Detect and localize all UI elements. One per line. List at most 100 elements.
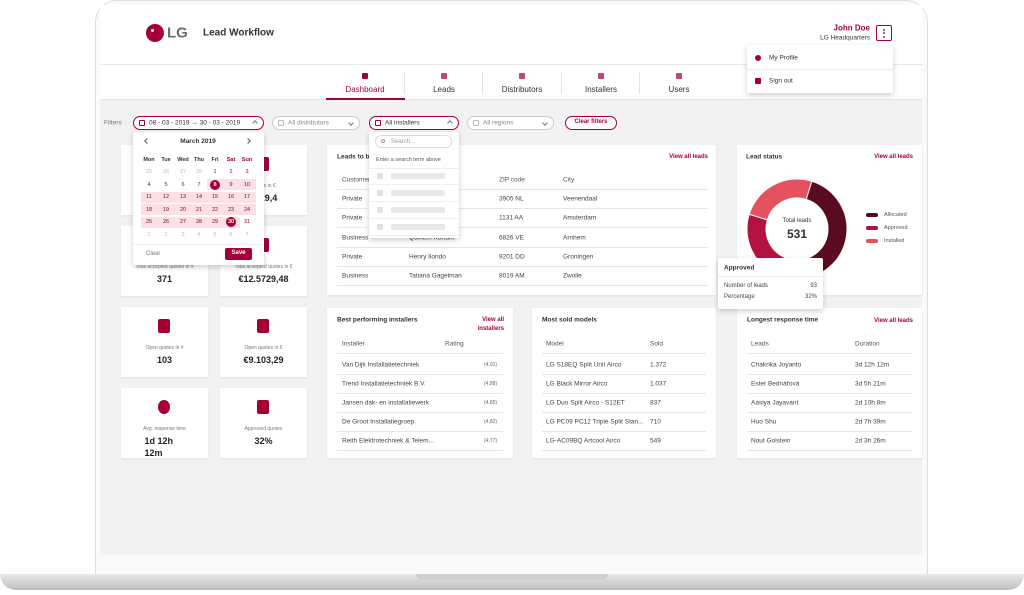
placeholder-bar xyxy=(391,224,445,230)
cell: Private xyxy=(342,253,363,261)
filter-pill[interactable] xyxy=(272,116,360,130)
row-line xyxy=(747,393,912,394)
cell: Veenendaal xyxy=(563,195,598,203)
save-text[interactable]: Save xyxy=(231,250,246,256)
card-link[interactable]: View all leads xyxy=(874,154,913,160)
placeholder-checkbox xyxy=(377,207,383,213)
calendar-day[interactable]: 28 xyxy=(195,169,203,175)
calendar-day[interactable]: 19 xyxy=(162,206,170,213)
cell: 2d 3h 26m xyxy=(855,437,886,445)
cell: Jansen dak- en installatiewerk xyxy=(342,399,430,407)
calendar-day[interactable]: 5 xyxy=(213,232,217,238)
kpi-value-wrap: €12.5729,48 xyxy=(220,273,307,285)
row-line xyxy=(337,208,708,209)
range-highlight xyxy=(222,191,240,203)
clear-filters-text[interactable]: Clear filters xyxy=(574,119,608,125)
calendar-day[interactable]: 25 xyxy=(145,169,153,175)
nav-tab[interactable]: Dashboard xyxy=(345,85,385,94)
cell: 1131 AA xyxy=(499,214,524,222)
row-line xyxy=(542,393,706,394)
calendar-day[interactable]: 3 xyxy=(245,169,249,175)
save-button[interactable] xyxy=(225,248,252,260)
logo-eye xyxy=(151,29,154,32)
row-line xyxy=(337,285,708,287)
card-link[interactable]: View all installers xyxy=(477,317,504,332)
weekday: Tue xyxy=(161,157,171,163)
calendar-day[interactable]: 4 xyxy=(197,232,201,238)
column-header: Sold xyxy=(650,340,664,348)
calendar-day[interactable]: 6 xyxy=(229,232,233,238)
calendar-day[interactable]: 23 xyxy=(227,206,235,213)
calendar-day[interactable]: 24 xyxy=(243,206,251,213)
calendar-day[interactable]: 29 xyxy=(211,219,219,226)
calendar-day[interactable]: 9 xyxy=(229,181,233,188)
calendar-day[interactable]: 4 xyxy=(147,181,151,188)
calendar-day[interactable]: 7 xyxy=(245,232,249,238)
calendar-day[interactable]: 20 xyxy=(179,206,187,213)
calendar-day[interactable]: 12 xyxy=(162,194,170,201)
kpi-value: 1d 12h 12m xyxy=(144,436,174,458)
range-highlight xyxy=(238,191,256,203)
pill-icon xyxy=(278,120,284,126)
calendar-day[interactable]: 25 xyxy=(145,219,153,226)
calendar-day[interactable]: 8 xyxy=(213,181,217,188)
calendar-day[interactable]: 17 xyxy=(243,194,251,201)
calendar-day[interactable]: 11 xyxy=(146,194,152,201)
row-line xyxy=(542,450,706,451)
range-highlight xyxy=(140,204,158,216)
nav-tab[interactable]: Leads xyxy=(433,85,455,94)
menu-item[interactable]: My Profile xyxy=(769,54,798,62)
calendar-day[interactable]: 2 xyxy=(229,169,233,175)
filter-pill[interactable] xyxy=(467,116,554,130)
calendar-day[interactable]: 28 xyxy=(195,219,203,226)
calendar-day[interactable]: 30 xyxy=(227,219,235,226)
menu-item[interactable]: Sign out xyxy=(769,77,793,85)
cell: (4,85) xyxy=(484,400,498,406)
cell: (4,88) xyxy=(484,381,498,387)
weekday: Thu xyxy=(193,157,205,163)
calendar-month: March 2019 xyxy=(180,138,216,145)
card-link[interactable]: View all leads xyxy=(669,154,708,160)
nav-tab[interactable]: Installers xyxy=(584,85,617,94)
row-line xyxy=(542,374,706,375)
card-title: Best performing installers xyxy=(337,316,418,324)
calendar-day[interactable]: 26 xyxy=(162,219,170,226)
kpi-label: Approved quotes xyxy=(244,426,283,432)
calendar-day[interactable]: 31 xyxy=(243,219,251,226)
calendar-day[interactable]: 1 xyxy=(213,169,217,175)
calendar-day[interactable]: 14 xyxy=(195,194,203,201)
calendar-day[interactable]: 6 xyxy=(181,181,185,188)
calendar-day[interactable]: 13 xyxy=(179,194,187,201)
nav-tab[interactable]: Users xyxy=(668,85,690,94)
calendar-day[interactable]: 16 xyxy=(227,194,235,201)
card-title: Leads to b xyxy=(337,153,370,161)
calendar-day[interactable]: 18 xyxy=(145,206,153,213)
placeholder-bar xyxy=(391,190,445,196)
cell: Aasiya Jayavant xyxy=(751,399,799,407)
nav-tab[interactable]: Distributors xyxy=(501,85,543,94)
calendar-day[interactable]: 10 xyxy=(243,181,251,188)
calendar-day[interactable]: 2 xyxy=(164,232,168,238)
calendar-day[interactable]: 3 xyxy=(181,232,185,238)
calendar-day[interactable]: 5 xyxy=(164,181,168,188)
row-line xyxy=(542,412,706,413)
card-link[interactable]: View all leads xyxy=(874,318,913,324)
kpi-icon xyxy=(257,400,269,414)
calendar-day[interactable]: 27 xyxy=(179,219,187,226)
calendar-day[interactable]: 15 xyxy=(211,194,219,201)
calendar-day[interactable]: 7 xyxy=(197,181,201,188)
clear-filters[interactable] xyxy=(565,116,617,130)
calendar-day[interactable]: 1 xyxy=(147,232,151,238)
search-input[interactable] xyxy=(375,135,452,148)
calendar-day[interactable]: 27 xyxy=(179,169,187,175)
calendar-clear[interactable]: Clear xyxy=(146,251,161,257)
filter-pill[interactable] xyxy=(133,116,264,130)
calendar-day[interactable]: 26 xyxy=(162,169,170,175)
calendar-day[interactable]: 21 xyxy=(195,206,203,213)
range-highlight xyxy=(238,179,256,191)
cell: Groningen xyxy=(563,253,594,261)
filter-pill[interactable] xyxy=(369,116,459,130)
filter-text: All regions xyxy=(483,119,514,127)
cell: 9201 DD xyxy=(499,253,525,261)
calendar-day[interactable]: 22 xyxy=(211,206,219,213)
